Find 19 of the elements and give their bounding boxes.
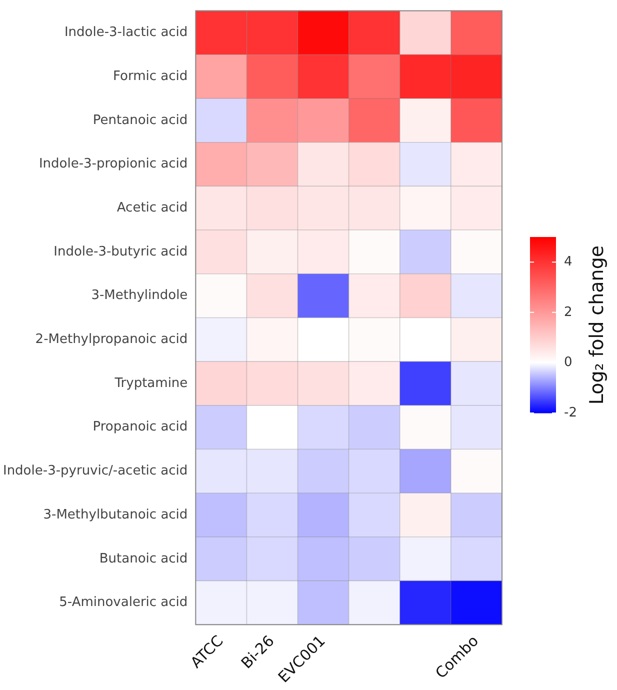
color-bar-label: 4 [564,254,572,270]
color-bar-title: Log₂ fold change [586,245,608,405]
y-tick-label: 2-Methylpropanoic acid [35,332,188,348]
y-tick-label: Formic acid [113,68,188,84]
y-tick-label: Propanoic acid [92,420,188,435]
y-tick-label: Indole-3-lactic acid [64,25,188,40]
y-tick-label: Pentanoic acid [92,112,188,128]
y-tick-label: Indole-3-butyric acid [54,244,188,260]
color-bar-label: 0 [564,355,572,370]
y-tick-label: 3-Methylindole [91,288,188,304]
y-tick-label: Tryptamine [114,376,188,391]
y-tick-label: 5-Aminovaleric acid [59,595,188,610]
y-tick-label: Butanoic acid [99,551,188,566]
y-tick-label: Indole-3-pyruvic/-acetic acid [2,464,188,479]
color-bar-label: 2 [564,304,572,320]
y-tick-label: Acetic acid [116,200,188,216]
color-bar-label: -2 [564,405,577,420]
y-tick-label: Indole-3-propionic acid [38,156,188,172]
y-tick-label: 3-Methylbutanoic acid [43,507,188,522]
